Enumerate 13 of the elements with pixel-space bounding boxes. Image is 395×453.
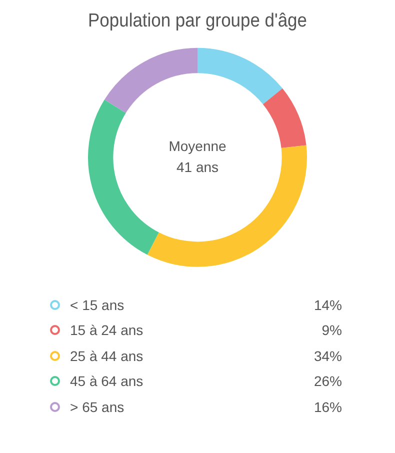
legend-label: 15 à 24 ans xyxy=(70,322,144,338)
data-label: 26% xyxy=(314,373,342,390)
legend-label: 25 à 44 ans xyxy=(70,348,144,364)
text: Moyenne xyxy=(168,138,227,154)
data-label: 9% xyxy=(322,322,342,338)
text: 41 ans xyxy=(176,158,219,175)
legend-label: > 65 ans xyxy=(70,398,126,415)
data-label: 34% xyxy=(314,348,342,364)
data-label: 14% xyxy=(314,296,342,313)
legend-label: 45 à 64 ans xyxy=(70,373,144,390)
legend-label: < 15 ans xyxy=(70,296,126,313)
chart-title: Population par groupe d'âge xyxy=(88,8,307,31)
data-label: 16% xyxy=(314,398,342,415)
